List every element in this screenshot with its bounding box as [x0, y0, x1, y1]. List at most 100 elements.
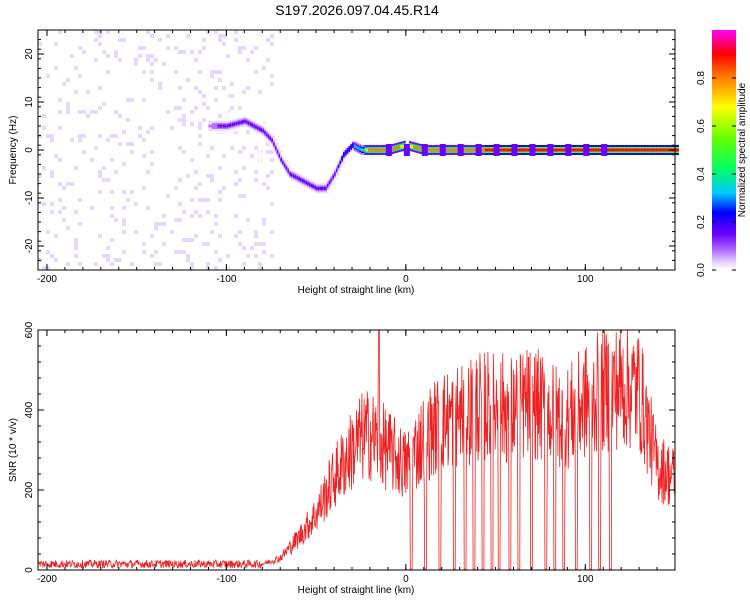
heatmap-cells	[38, 30, 679, 270]
heatmap-cell	[158, 122, 162, 126]
heatmap-cell	[206, 158, 210, 162]
heatmap-cell	[250, 158, 254, 162]
heatmap-cell	[130, 166, 134, 170]
heatmap-cell	[242, 222, 246, 226]
heatmap-cell	[142, 206, 146, 210]
heatmap-cell	[146, 246, 150, 250]
heatmap-cell	[118, 86, 122, 90]
heatmap-cell	[58, 42, 62, 46]
heatmap-cell	[126, 190, 130, 194]
heatmap-cell	[186, 130, 190, 134]
heatmap-cell	[250, 154, 254, 158]
heatmap-cell	[94, 154, 98, 158]
heatmap-cell	[202, 70, 206, 74]
heatmap-cell	[110, 126, 114, 130]
heatmap-cell	[218, 38, 222, 42]
heatmap-cell	[110, 166, 114, 170]
heatmap-cell	[130, 154, 134, 158]
heatmap-cell	[202, 238, 206, 242]
heatmap-cell	[218, 58, 222, 62]
heatmap-cell	[114, 258, 118, 262]
heatmap-cell	[270, 238, 274, 242]
heatmap-cell	[162, 154, 166, 158]
heatmap-cell	[46, 170, 50, 174]
heatmap-cell	[270, 158, 274, 162]
heatmap-cell	[258, 62, 261, 66]
heatmap-cell	[218, 134, 222, 138]
heatmap-cell	[114, 110, 118, 114]
heatmap-cell	[242, 182, 246, 186]
heatmap-cell	[170, 50, 174, 54]
heatmap-cell	[250, 54, 254, 58]
heatmap-cell	[38, 46, 42, 50]
heatmap-cell	[258, 174, 261, 178]
heatmap-cell	[475, 144, 482, 156]
snr-x-tick-label: -200	[37, 574, 57, 585]
heatmap-cell	[114, 34, 118, 38]
heatmap-cell	[202, 86, 206, 90]
heatmap-cell	[202, 242, 206, 246]
heatmap-cell	[154, 218, 158, 222]
heatmap-cell	[58, 182, 62, 186]
heatmap-cell	[186, 62, 190, 66]
heatmap-cell	[54, 218, 58, 222]
heatmap-cell	[254, 90, 258, 94]
heatmap-cell	[134, 210, 138, 214]
heatmap-cell	[210, 266, 214, 270]
heatmap-cell	[214, 82, 218, 86]
heatmap-cell	[166, 42, 170, 46]
heatmap-cell	[98, 134, 102, 138]
heatmap-cell	[94, 218, 98, 222]
heatmap-cell	[86, 198, 90, 202]
heatmap-cell	[238, 230, 242, 234]
heatmap-cell	[82, 234, 86, 238]
heatmap-cell	[214, 142, 218, 146]
heatmap-cell	[198, 262, 202, 266]
heatmap-cell	[118, 118, 122, 122]
heatmap-cell	[98, 210, 102, 214]
heatmap-cell	[134, 222, 138, 226]
heatmap-cell	[130, 258, 134, 262]
heatmap-cell	[38, 130, 42, 134]
heatmap-cell	[102, 146, 106, 150]
heatmap-cell	[276, 102, 279, 106]
heatmap-cell	[82, 86, 86, 90]
heatmap-cell	[276, 222, 279, 226]
heatmap-cell	[170, 30, 174, 34]
heatmap-cell	[262, 42, 266, 46]
heatmap-cell	[214, 58, 218, 62]
heatmap-cell	[206, 94, 210, 98]
heatmap-cell	[150, 234, 154, 238]
heatmap-cell	[102, 154, 106, 158]
heatmap-cell	[46, 78, 50, 82]
heatmap-x-tick-label: -200	[37, 274, 57, 285]
heatmap-cell	[226, 42, 230, 46]
heatmap-cell	[214, 154, 218, 158]
heatmap-cell	[238, 258, 242, 262]
heatmap-cell	[198, 66, 202, 70]
heatmap-cell	[210, 202, 214, 206]
heatmap-cell	[170, 158, 174, 162]
heatmap-cell	[42, 82, 46, 86]
heatmap-cell	[58, 198, 62, 202]
heatmap-cell	[198, 250, 202, 254]
heatmap-cell	[130, 194, 134, 198]
heatmap-cell	[62, 154, 66, 158]
heatmap-cell	[106, 98, 110, 102]
heatmap-cell	[190, 250, 194, 254]
heatmap-cell	[90, 30, 94, 34]
heatmap-cell	[54, 238, 58, 242]
heatmap-cell	[266, 62, 270, 66]
heatmap-cell	[78, 230, 82, 234]
heatmap-cell	[58, 186, 62, 190]
heatmap-cell	[94, 30, 98, 34]
heatmap-cell	[154, 42, 158, 46]
heatmap-cell	[258, 74, 261, 78]
heatmap-cell	[158, 202, 162, 206]
heatmap-cell	[190, 102, 194, 106]
heatmap-cell	[206, 238, 210, 242]
heatmap-cell	[190, 202, 194, 206]
heatmap-cell	[158, 38, 162, 42]
heatmap-cell	[162, 266, 166, 270]
